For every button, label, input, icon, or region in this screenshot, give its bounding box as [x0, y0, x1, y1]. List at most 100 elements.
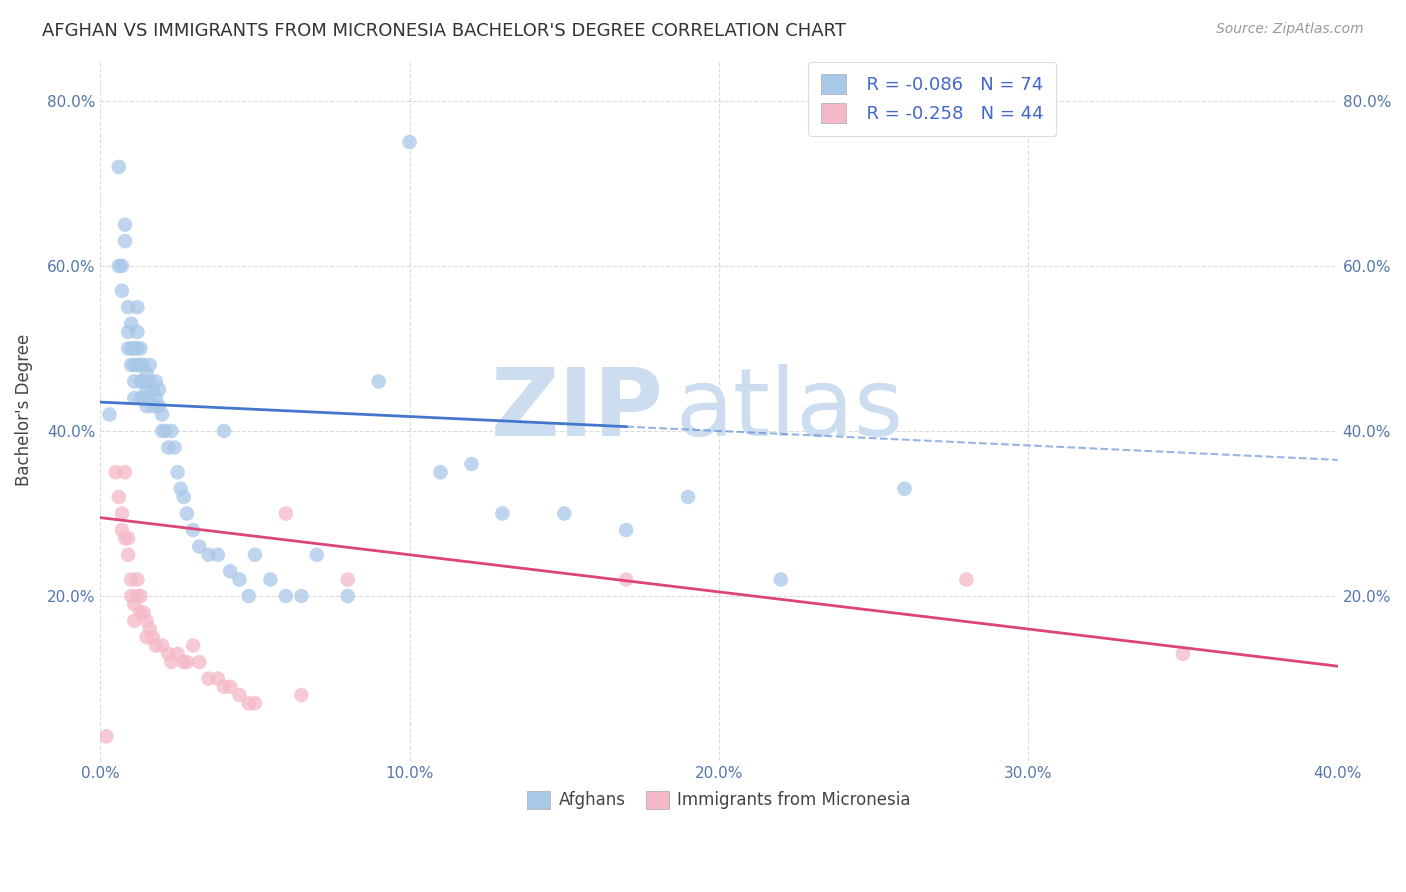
Point [120, 342, 142, 356]
Point [181, 523, 204, 537]
Text: atlas: atlas [676, 364, 904, 457]
Point [155, 424, 177, 438]
Point [238, 589, 260, 603]
Point [127, 573, 149, 587]
Point [553, 507, 575, 521]
Point [145, 639, 167, 653]
Point [120, 358, 142, 372]
Point [132, 375, 155, 389]
Point [139, 358, 162, 372]
Point [157, 647, 180, 661]
Point [117, 531, 139, 545]
Point [124, 358, 146, 372]
Point [124, 375, 146, 389]
Point [145, 375, 167, 389]
Point [132, 391, 155, 405]
Text: ZIP: ZIP [491, 364, 664, 457]
Point [197, 672, 219, 686]
Point [176, 507, 198, 521]
Point [129, 391, 152, 405]
Point [614, 573, 637, 587]
Point [219, 564, 242, 578]
Point [170, 482, 193, 496]
Point [166, 647, 188, 661]
Point [336, 573, 359, 587]
Point [108, 259, 131, 273]
Point [614, 523, 637, 537]
Point [148, 383, 170, 397]
Point [139, 391, 162, 405]
Point [104, 465, 127, 479]
Point [212, 424, 235, 438]
Point [117, 548, 139, 562]
Point [98, 408, 121, 422]
Point [135, 399, 157, 413]
Point [111, 284, 134, 298]
Point [429, 465, 451, 479]
Point [132, 358, 155, 372]
Point [150, 408, 173, 422]
Point [893, 482, 915, 496]
Point [142, 399, 165, 413]
Point [207, 548, 229, 562]
Point [305, 548, 328, 562]
Point [290, 688, 312, 702]
Point [150, 424, 173, 438]
Point [129, 358, 152, 372]
Point [176, 655, 198, 669]
Point [676, 490, 699, 504]
Point [228, 573, 250, 587]
Point [148, 399, 170, 413]
Point [163, 441, 186, 455]
Point [127, 342, 149, 356]
Point [367, 375, 389, 389]
Point [460, 457, 482, 471]
Point [114, 234, 136, 248]
Point [398, 135, 420, 149]
Point [127, 300, 149, 314]
Point [243, 696, 266, 710]
Point [173, 490, 195, 504]
Point [142, 630, 165, 644]
Point [139, 622, 162, 636]
Point [142, 383, 165, 397]
Point [290, 589, 312, 603]
Point [127, 589, 149, 603]
Point [114, 465, 136, 479]
Point [114, 531, 136, 545]
Point [114, 218, 136, 232]
Point [124, 391, 146, 405]
Point [124, 342, 146, 356]
Point [111, 507, 134, 521]
Text: AFGHAN VS IMMIGRANTS FROM MICRONESIA BACHELOR'S DEGREE CORRELATION CHART: AFGHAN VS IMMIGRANTS FROM MICRONESIA BAC… [42, 22, 846, 40]
Point [491, 507, 513, 521]
Point [139, 375, 162, 389]
Point [181, 639, 204, 653]
Point [259, 573, 281, 587]
Point [120, 317, 142, 331]
Point [117, 300, 139, 314]
Point [111, 523, 134, 537]
Point [135, 630, 157, 644]
Point [135, 614, 157, 628]
Point [120, 589, 142, 603]
Point [197, 548, 219, 562]
Point [160, 655, 183, 669]
Point [111, 259, 134, 273]
Point [207, 672, 229, 686]
Y-axis label: Bachelor's Degree: Bachelor's Degree [15, 334, 32, 486]
Point [129, 342, 152, 356]
Point [145, 391, 167, 405]
Point [238, 696, 260, 710]
Point [274, 589, 297, 603]
Point [129, 606, 152, 620]
Point [127, 325, 149, 339]
Point [135, 383, 157, 397]
Text: Source: ZipAtlas.com: Source: ZipAtlas.com [1216, 22, 1364, 37]
Point [228, 688, 250, 702]
Point [108, 490, 131, 504]
Point [124, 597, 146, 611]
Point [769, 573, 792, 587]
Point [132, 606, 155, 620]
Point [219, 680, 242, 694]
